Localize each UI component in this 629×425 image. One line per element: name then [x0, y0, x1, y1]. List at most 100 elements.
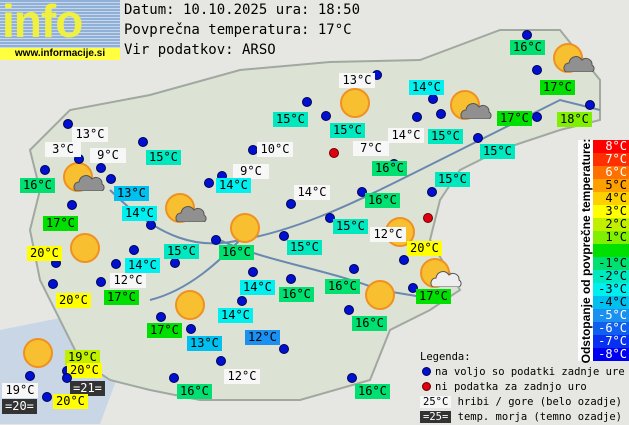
station-dot[interactable]: [96, 277, 106, 287]
station-dot[interactable]: [156, 312, 166, 322]
logo-url[interactable]: www.informacije.si: [0, 48, 120, 60]
station-dot[interactable]: [522, 30, 532, 40]
station-temperature: 10°C: [257, 142, 293, 157]
scale-step: -2°C: [593, 270, 629, 283]
station-dot[interactable]: [473, 133, 483, 143]
scale-step: 8°C: [593, 140, 629, 153]
deviation-scale: 8°C 7°C 6°C 5°C 4°C 3°C 2°C 1°C -1°C -2°C -3°C -4°C…: [593, 140, 629, 361]
station-dot[interactable]: [399, 255, 409, 265]
station-dot[interactable]: [129, 245, 139, 255]
station-temperature: 16°C: [219, 245, 254, 260]
station-dot[interactable]: [427, 187, 437, 197]
station-dot[interactable]: [248, 267, 258, 277]
station-dot[interactable]: [347, 373, 357, 383]
station-dot[interactable]: [532, 112, 542, 122]
station-dot[interactable]: [186, 324, 196, 334]
station-dot[interactable]: [96, 163, 106, 173]
station-temperature: 16°C: [355, 384, 390, 399]
date-line: Datum: 10.10.2025 ura: 18:50: [124, 2, 361, 18]
station-dot[interactable]: [412, 112, 422, 122]
station-dot[interactable]: [216, 356, 226, 366]
station-temperature: 12°C: [370, 227, 406, 242]
station-dot[interactable]: [62, 373, 72, 383]
blue-dot-icon: [422, 367, 431, 376]
station-dot[interactable]: [111, 259, 121, 269]
station-dot[interactable]: [279, 231, 289, 241]
scale-step: 3°C: [593, 205, 629, 218]
scale-step: -3°C: [593, 283, 629, 296]
station-dot[interactable]: [146, 220, 156, 230]
station-temperature: 16°C: [510, 40, 545, 55]
cloud-icon: [460, 103, 492, 119]
legend: Legenda: na voljo so podatki zadnje ure …: [420, 350, 626, 425]
station-temperature: 14°C: [218, 308, 253, 323]
station-dot[interactable]: [25, 371, 35, 381]
station-temperature: 17°C: [43, 216, 78, 231]
station-dot[interactable]: [138, 137, 148, 147]
station-dot[interactable]: [286, 199, 296, 209]
station-temperature: 3°C: [45, 142, 81, 157]
station-temperature: 16°C: [325, 279, 360, 294]
station-dot[interactable]: [42, 392, 52, 402]
station-temperature: 15°C: [287, 240, 322, 255]
station-no-data-dot[interactable]: [423, 213, 433, 223]
station-dot[interactable]: [532, 65, 542, 75]
station-dot[interactable]: [286, 274, 296, 284]
station-temperature: 14°C: [216, 178, 251, 193]
scale-step: [593, 244, 629, 257]
station-temperature: 15°C: [428, 129, 463, 144]
station-temperature: 14°C: [294, 185, 330, 200]
station-temperature: 17°C: [497, 111, 532, 126]
scale-step: 6°C: [593, 166, 629, 179]
station-dot[interactable]: [40, 165, 50, 175]
sun-icon: [70, 233, 100, 263]
station-dot[interactable]: [428, 94, 438, 104]
station-temperature: 17°C: [104, 290, 139, 305]
station-dot[interactable]: [204, 178, 214, 188]
station-dot[interactable]: [279, 344, 289, 354]
station-temperature: 16°C: [20, 178, 55, 193]
scale-step: 7°C: [593, 153, 629, 166]
station-dot[interactable]: [169, 373, 179, 383]
station-dot[interactable]: [48, 279, 58, 289]
station-temperature: 20°C: [27, 246, 62, 261]
station-dot[interactable]: [106, 174, 116, 184]
station-temperature: 20°C: [53, 394, 88, 409]
station-temperature: 19°C: [65, 350, 100, 365]
station-temperature: 16°C: [365, 193, 400, 208]
station-temperature: 14°C: [409, 80, 444, 95]
scale-step: -8°C: [593, 348, 629, 361]
station-temperature: 15°C: [435, 172, 470, 187]
station-temperature: 19°C: [2, 383, 38, 398]
station-dot[interactable]: [321, 111, 331, 121]
legend-mountain-text: hribi / gore (belo ozadje): [457, 396, 622, 408]
scale-step: -7°C: [593, 335, 629, 348]
station-dot[interactable]: [237, 296, 247, 306]
station-dot[interactable]: [349, 264, 359, 274]
station-dot[interactable]: [170, 258, 180, 268]
station-temperature: 17°C: [147, 323, 182, 338]
station-dot[interactable]: [357, 187, 367, 197]
station-dot[interactable]: [67, 200, 77, 210]
station-temperature: =20=: [2, 399, 37, 414]
station-temperature: 15°C: [480, 144, 515, 159]
station-dot[interactable]: [211, 235, 221, 245]
red-dot-icon: [422, 382, 431, 391]
station-dot[interactable]: [63, 119, 73, 129]
station-temperature: 16°C: [279, 287, 314, 302]
scale-step: 2°C: [593, 218, 629, 231]
station-temperature: 16°C: [372, 161, 407, 176]
legend-title: Legenda:: [420, 351, 471, 363]
station-dot[interactable]: [302, 97, 312, 107]
logo[interactable]: info www.informacije.si: [0, 0, 120, 60]
station-temperature: 15°C: [333, 219, 368, 234]
station-dot[interactable]: [325, 213, 335, 223]
station-dot[interactable]: [436, 109, 446, 119]
station-dot[interactable]: [408, 283, 418, 293]
station-temperature: 15°C: [146, 150, 181, 165]
station-dot[interactable]: [585, 100, 595, 110]
scale-title: Odstopanje od povprečne temperature:: [578, 138, 593, 363]
station-dot[interactable]: [344, 305, 354, 315]
station-temperature: 13°C: [187, 336, 222, 351]
station-no-data-dot[interactable]: [329, 148, 339, 158]
